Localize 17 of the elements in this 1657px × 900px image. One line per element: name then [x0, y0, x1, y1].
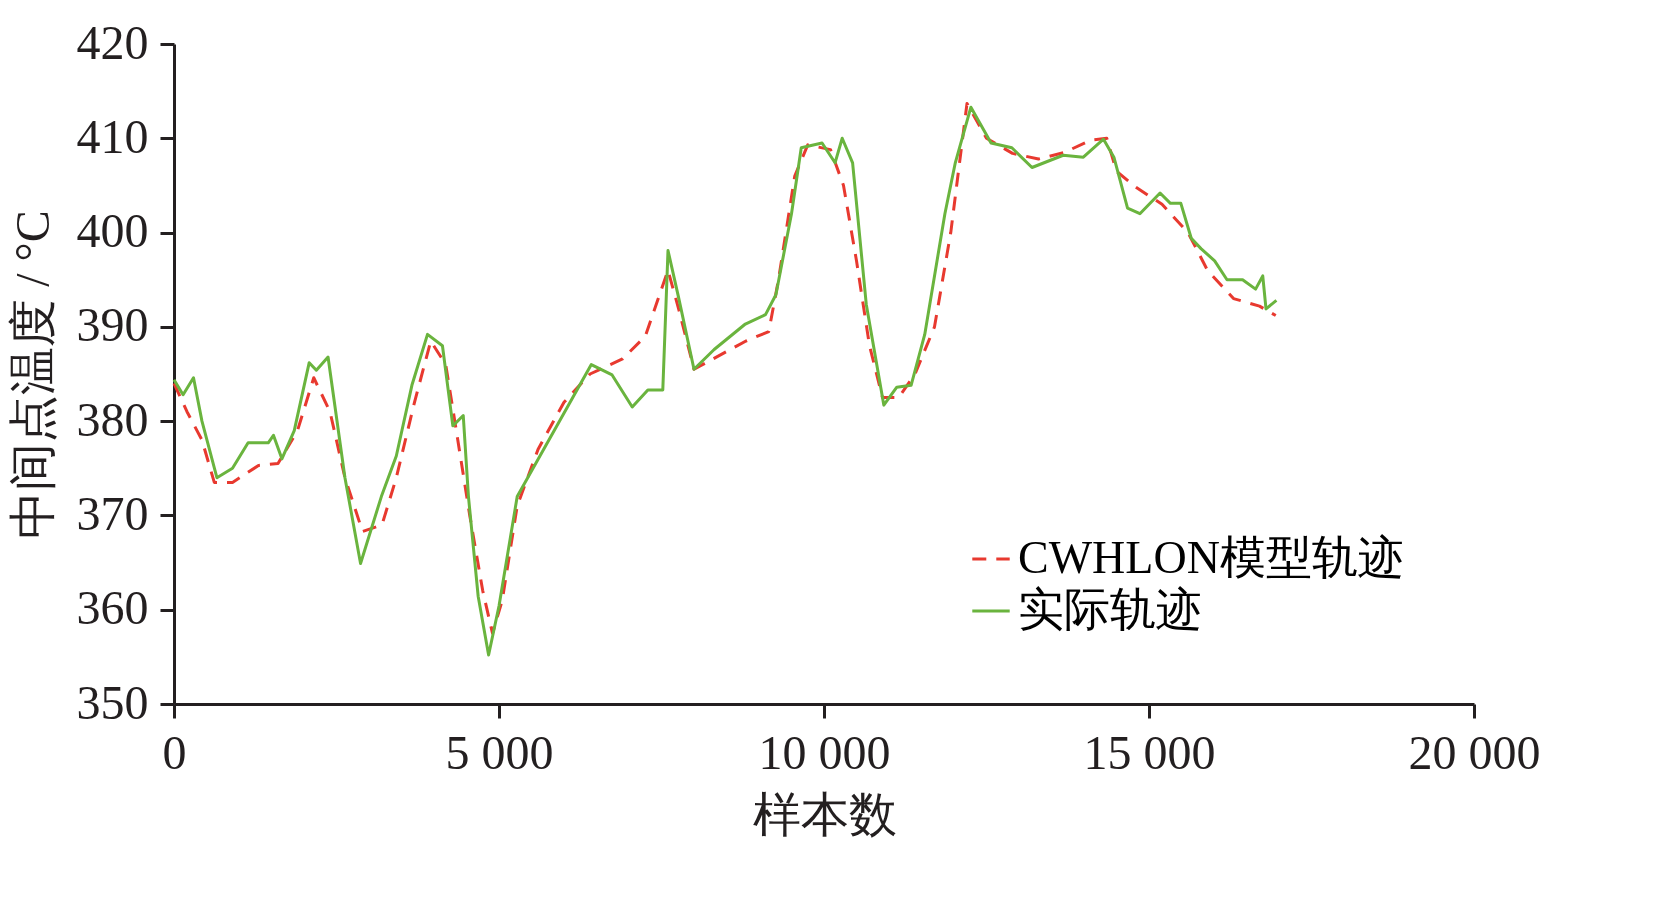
x-axis-title: 样本数: [752, 787, 897, 841]
y-tick-label: 380: [76, 392, 149, 446]
y-tick-label: 410: [76, 109, 149, 163]
x-tick-label: 5 000: [445, 725, 554, 779]
y-tick-label: 400: [76, 204, 149, 258]
y-tick-label: 350: [76, 675, 149, 729]
y-tick-label: 370: [76, 486, 149, 540]
x-tick-label: 0: [162, 725, 187, 779]
x-tick-label: 10 000: [758, 725, 891, 779]
y-tick-label: 420: [76, 15, 149, 69]
y-tick-label: 390: [76, 298, 149, 352]
x-tick-label: 15 000: [1083, 725, 1216, 779]
y-axis-title: 中间点温度 / °C: [5, 210, 59, 539]
legend-label: CWHLON模型轨迹: [1018, 532, 1404, 583]
legend-label: 实际轨迹: [1018, 584, 1202, 635]
x-tick-label: 20 000: [1408, 725, 1541, 779]
y-tick-label: 360: [76, 581, 149, 635]
